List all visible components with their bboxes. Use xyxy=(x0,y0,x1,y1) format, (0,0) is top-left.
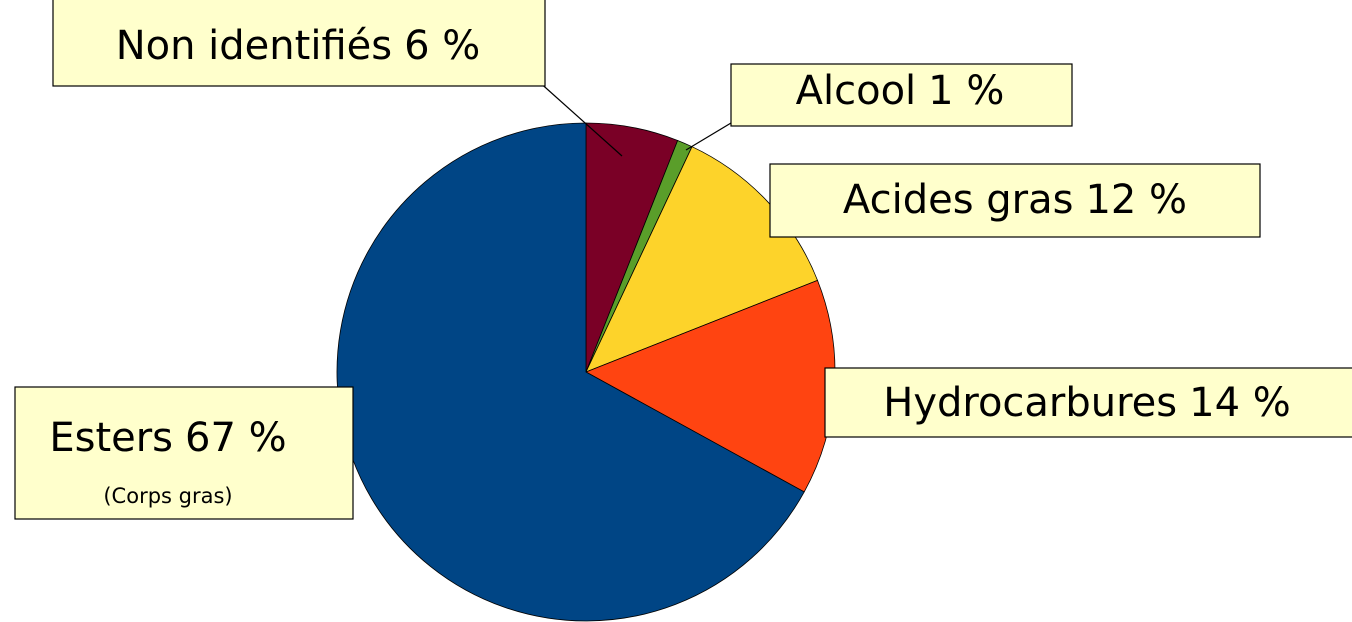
value-label: 14 % xyxy=(1189,380,1291,426)
label-box xyxy=(52,0,546,87)
label-box xyxy=(824,367,1352,438)
leader-line xyxy=(685,122,732,151)
category-name: Non identifiés xyxy=(116,23,392,69)
slice-label: Esters 67 % xyxy=(49,415,286,461)
category-name: Hydrocarbures xyxy=(883,380,1177,426)
pie xyxy=(336,122,836,622)
label-box xyxy=(14,386,354,520)
label-box xyxy=(730,63,1073,127)
category-name: Acides gras xyxy=(843,177,1074,223)
value-label: 12 % xyxy=(1085,177,1187,223)
value-label: 67 % xyxy=(185,415,287,461)
annotation: (Corps gras) xyxy=(103,484,232,508)
value-label: 1 % xyxy=(928,68,1004,114)
pie-slice xyxy=(585,146,819,373)
slice-label: Hydrocarbures 14 % xyxy=(883,380,1291,426)
slice-label: Non identifiés 6 % xyxy=(116,23,481,69)
label-box xyxy=(769,163,1261,238)
slice-label: Alcool 1 % xyxy=(796,68,1005,114)
slice-label: Acides gras 12 % xyxy=(843,177,1187,223)
value-label: 6 % xyxy=(404,23,480,69)
pie-slice xyxy=(336,122,805,622)
leader-line xyxy=(536,79,623,157)
category-name: Esters xyxy=(49,415,173,461)
category-name: Alcool xyxy=(796,68,917,114)
labels: Non identifiés 6 % Alcool 1 % Acides gras 12 … xyxy=(14,0,1352,520)
